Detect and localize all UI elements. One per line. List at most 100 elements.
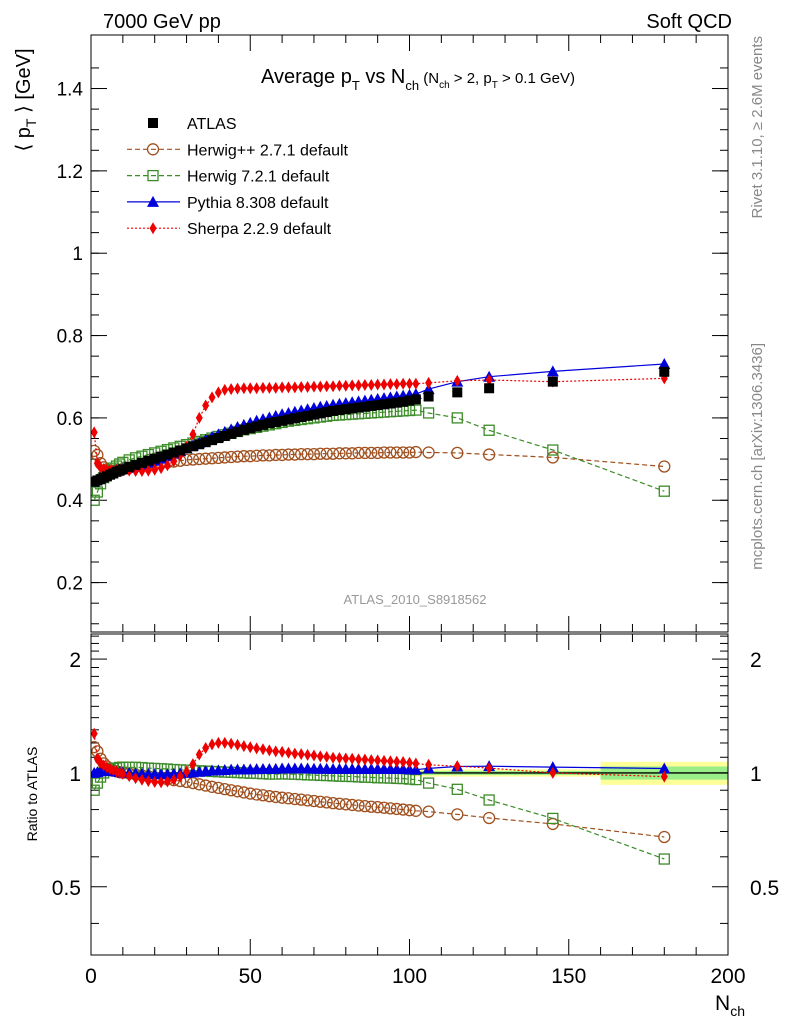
x-tick-label: 200 <box>710 965 745 988</box>
main-point-circle <box>333 447 346 460</box>
main-point-data <box>372 400 383 411</box>
ratio-point-diamond <box>367 754 375 767</box>
ratio-point-diamond <box>549 766 557 779</box>
ratio-point-diamond <box>189 758 197 771</box>
x-tick-label: 50 <box>239 965 262 988</box>
main-point-circle <box>218 451 231 464</box>
ratio-point-diamond <box>138 773 146 786</box>
ratio-point-circle <box>301 794 314 807</box>
main-point-diamond <box>195 411 203 424</box>
ratio-point-diamond <box>246 741 254 754</box>
main-point-circle <box>301 447 314 461</box>
ratio-point-circle <box>320 796 333 809</box>
ratio-point-diamond <box>660 770 668 783</box>
ratio-point-diamond <box>412 757 420 770</box>
main-frame <box>90 34 729 633</box>
main-point-square <box>91 494 100 506</box>
legend-label: Pythia 8.308 default <box>187 195 329 212</box>
main-point-circle <box>186 453 200 466</box>
main-point-data <box>410 394 421 405</box>
main-point-diamond <box>278 381 286 394</box>
ratio-point-circle <box>282 792 295 805</box>
y-tick-label: 1 <box>72 244 83 265</box>
ratio-point-triangle <box>658 762 671 774</box>
ratio-point-circle <box>288 792 301 806</box>
main-point-data <box>149 453 160 464</box>
main-point-circle <box>403 446 416 459</box>
main-point-circle <box>256 449 270 462</box>
main-point-circle <box>320 447 333 460</box>
main-point-data <box>130 459 141 470</box>
main-point-diamond <box>323 380 331 393</box>
main-point-data <box>264 418 275 429</box>
main-point-diamond <box>355 379 363 392</box>
main-point-data <box>194 439 205 450</box>
main-point-data <box>296 412 307 423</box>
main-point-circle <box>546 451 559 464</box>
main-point-circle <box>352 446 365 460</box>
ratio-point-square <box>658 853 670 865</box>
ratio-point-circle <box>275 791 289 804</box>
main-point-diamond <box>189 428 197 441</box>
main-point-circle <box>339 447 352 460</box>
main-point-circle <box>390 446 403 459</box>
ratio-tick-label-right: 1 <box>750 763 762 786</box>
ratio-y-axis-label: Ratio to ATLAS <box>24 747 40 842</box>
ratio-point-circle <box>346 798 359 812</box>
x-axis-label: Nch <box>715 992 745 1019</box>
ratio-point-circle <box>237 786 251 799</box>
main-point-diamond <box>163 459 171 472</box>
main-point-diamond <box>342 379 350 392</box>
main-point-diamond <box>425 376 433 389</box>
ratio-point-diamond <box>157 776 165 789</box>
main-point-circle <box>326 447 340 460</box>
ratio-point-diamond <box>259 743 267 756</box>
main-point-circle <box>250 449 263 462</box>
main-point-circle <box>384 446 397 459</box>
ratio-point-diamond <box>170 773 178 786</box>
ratio-point-circle <box>352 799 365 812</box>
main-point-square <box>410 404 422 416</box>
main-point-data <box>289 413 300 424</box>
main-point-circle <box>365 446 378 460</box>
main-point-data <box>302 410 313 421</box>
ratio-point-circle <box>482 811 496 825</box>
main-point-diamond <box>221 383 229 396</box>
ratio-point-circle <box>256 789 270 802</box>
main-y-ticks: 0.2 0.4 0.6 0.8 1 1.2 1.4 <box>57 67 728 625</box>
main-point-circle <box>358 446 372 460</box>
main-point-circle <box>91 444 101 457</box>
ratio-point-circle <box>326 796 340 810</box>
ratio-point-diamond <box>342 752 350 765</box>
main-point-circle <box>307 447 321 461</box>
main-point-data <box>359 401 370 412</box>
main-point-circle <box>658 460 671 473</box>
mcplots-label: mcplots.cern.ch [arXiv:1306.3436] <box>749 343 766 570</box>
ratio-point-diamond <box>253 742 261 755</box>
ratio-point-circle <box>358 799 372 813</box>
main-point-diamond <box>240 382 248 395</box>
main-point-data <box>321 407 332 418</box>
main-point-diamond <box>361 378 369 391</box>
main-point-diamond <box>291 381 299 394</box>
xlabel-main: N <box>715 992 730 1015</box>
main-point-data <box>143 455 154 466</box>
main-point-diamond <box>329 380 337 393</box>
main-point-circle <box>396 446 410 459</box>
ratio-point-diamond <box>386 755 394 768</box>
ratio-point-circle <box>205 780 219 793</box>
ratio-frame <box>90 633 729 956</box>
main-point-diamond <box>374 378 382 391</box>
ratio-point-circle <box>218 782 231 796</box>
ylabel-sub: T <box>23 118 39 127</box>
main-point-circle <box>244 450 257 463</box>
main-point-data <box>219 431 230 442</box>
ratio-point-diamond <box>227 737 235 750</box>
main-point-square <box>483 424 495 436</box>
title-main-sub: T <box>352 78 360 93</box>
ratio-point-circle <box>193 778 206 791</box>
ratio-point-diamond <box>119 767 127 780</box>
main-point-diamond <box>380 378 388 391</box>
main-point-data <box>238 424 249 435</box>
legend-item: Sherpa 2.2.9 default <box>127 221 332 238</box>
